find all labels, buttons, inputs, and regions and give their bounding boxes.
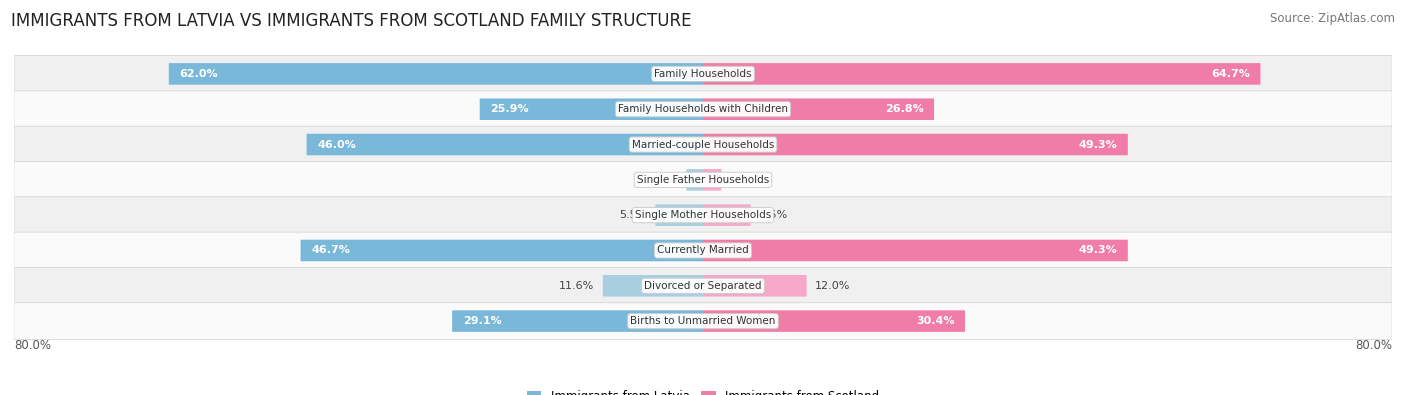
Text: 29.1%: 29.1% xyxy=(463,316,502,326)
Text: 25.9%: 25.9% xyxy=(491,104,529,114)
FancyBboxPatch shape xyxy=(301,240,703,261)
Text: 80.0%: 80.0% xyxy=(14,339,51,352)
FancyBboxPatch shape xyxy=(479,98,703,120)
Text: Single Father Households: Single Father Households xyxy=(637,175,769,185)
FancyBboxPatch shape xyxy=(14,232,1392,269)
Text: Married-couple Households: Married-couple Households xyxy=(631,139,775,150)
FancyBboxPatch shape xyxy=(703,240,1128,261)
Text: 49.3%: 49.3% xyxy=(1078,139,1118,150)
Text: 5.5%: 5.5% xyxy=(759,210,787,220)
Text: Births to Unmarried Women: Births to Unmarried Women xyxy=(630,316,776,326)
Text: 5.5%: 5.5% xyxy=(619,210,647,220)
FancyBboxPatch shape xyxy=(307,134,703,155)
Text: 46.0%: 46.0% xyxy=(318,139,356,150)
Text: Family Households: Family Households xyxy=(654,69,752,79)
FancyBboxPatch shape xyxy=(703,204,751,226)
Text: 26.8%: 26.8% xyxy=(884,104,924,114)
Text: Divorced or Separated: Divorced or Separated xyxy=(644,281,762,291)
FancyBboxPatch shape xyxy=(603,275,703,297)
FancyBboxPatch shape xyxy=(14,126,1392,163)
Legend: Immigrants from Latvia, Immigrants from Scotland: Immigrants from Latvia, Immigrants from … xyxy=(522,385,884,395)
Text: Currently Married: Currently Married xyxy=(657,245,749,256)
Text: 11.6%: 11.6% xyxy=(560,281,595,291)
FancyBboxPatch shape xyxy=(703,275,807,297)
Text: Source: ZipAtlas.com: Source: ZipAtlas.com xyxy=(1270,12,1395,25)
FancyBboxPatch shape xyxy=(655,204,703,226)
FancyBboxPatch shape xyxy=(703,134,1128,155)
FancyBboxPatch shape xyxy=(703,310,965,332)
FancyBboxPatch shape xyxy=(14,267,1392,304)
Text: 12.0%: 12.0% xyxy=(815,281,851,291)
Text: 49.3%: 49.3% xyxy=(1078,245,1118,256)
FancyBboxPatch shape xyxy=(703,63,1260,85)
FancyBboxPatch shape xyxy=(14,91,1392,128)
Text: IMMIGRANTS FROM LATVIA VS IMMIGRANTS FROM SCOTLAND FAMILY STRUCTURE: IMMIGRANTS FROM LATVIA VS IMMIGRANTS FRO… xyxy=(11,12,692,30)
FancyBboxPatch shape xyxy=(453,310,703,332)
Text: 62.0%: 62.0% xyxy=(180,69,218,79)
Text: 46.7%: 46.7% xyxy=(311,245,350,256)
FancyBboxPatch shape xyxy=(703,169,721,191)
FancyBboxPatch shape xyxy=(686,169,703,191)
Text: Single Mother Households: Single Mother Households xyxy=(636,210,770,220)
FancyBboxPatch shape xyxy=(169,63,703,85)
Text: 64.7%: 64.7% xyxy=(1211,69,1250,79)
FancyBboxPatch shape xyxy=(14,56,1392,92)
Text: 1.9%: 1.9% xyxy=(650,175,678,185)
FancyBboxPatch shape xyxy=(14,162,1392,198)
FancyBboxPatch shape xyxy=(703,98,934,120)
Text: 30.4%: 30.4% xyxy=(915,316,955,326)
FancyBboxPatch shape xyxy=(14,303,1392,339)
Text: 80.0%: 80.0% xyxy=(1355,339,1392,352)
Text: Family Households with Children: Family Households with Children xyxy=(619,104,787,114)
FancyBboxPatch shape xyxy=(14,197,1392,233)
Text: 2.1%: 2.1% xyxy=(730,175,758,185)
